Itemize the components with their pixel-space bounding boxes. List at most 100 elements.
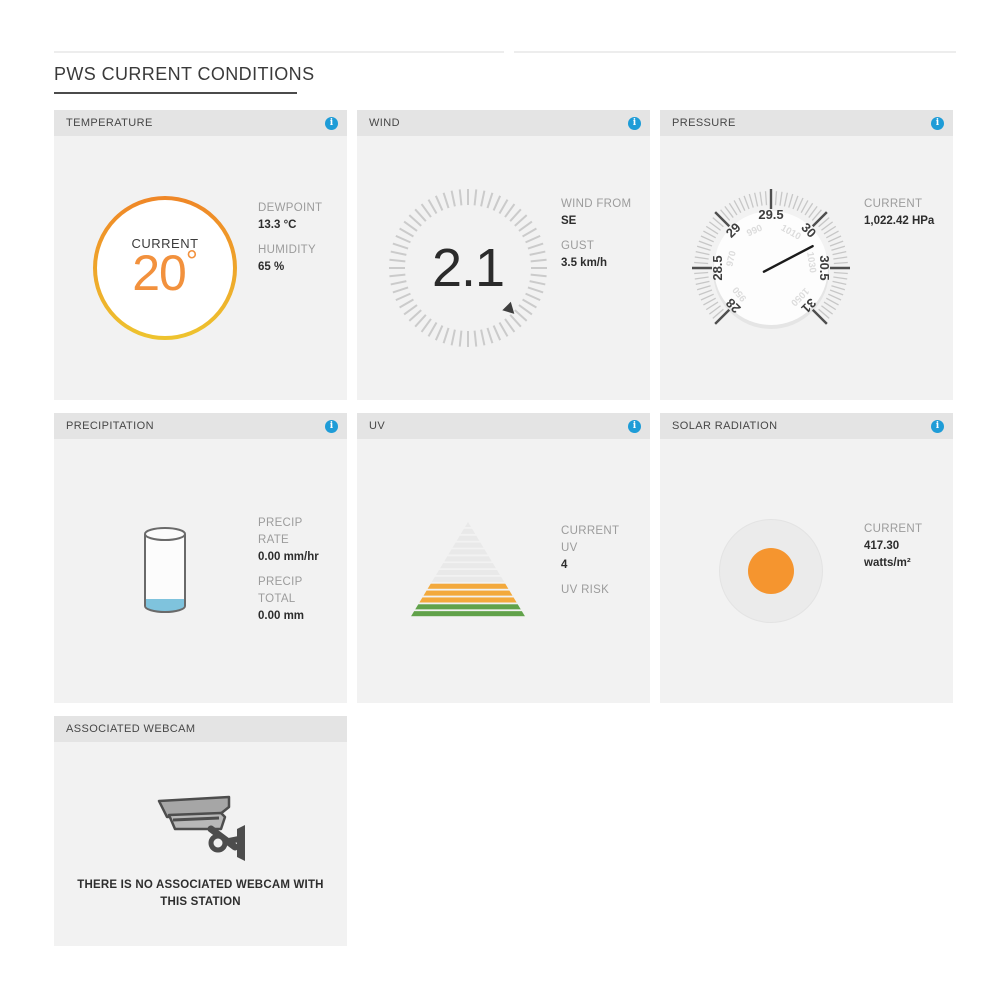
- temperature-card-body: CURRENT 20 ° DEWPOINT 13.3 °C: [54, 136, 347, 400]
- info-icon[interactable]: i: [628, 419, 641, 433]
- uv-card-title: UV: [369, 420, 386, 432]
- stat-label: PRECIP RATE: [258, 517, 303, 546]
- info-icon[interactable]: i: [325, 419, 338, 433]
- pressure-card-body: 950 970 990 1010 1030 1050 28 28.5 29 29.5 30 30.5 3…: [660, 136, 953, 400]
- uv-card: UV i CURRENT UV 4 UV RISK: [357, 413, 650, 703]
- wind-from-stat: WIND FROM SE: [561, 196, 653, 230]
- wind-speed-value: 2.1: [431, 238, 505, 298]
- temperature-circle-icon: [93, 196, 237, 340]
- stat-label: DEWPOINT: [258, 202, 323, 214]
- pressure-card-title: PRESSURE: [672, 117, 736, 129]
- top-divider-left: [54, 51, 504, 53]
- temperature-value: 20 °: [132, 245, 198, 301]
- temperature-circle-gauge: CURRENT 20 °: [90, 193, 240, 343]
- svg-text:29.5: 29.5: [758, 207, 783, 222]
- stat-label: HUMIDITY: [258, 244, 316, 256]
- precipitation-card-body: PRECIP RATE 0.00 mm/hr PRECIP TOTAL 0.00…: [54, 439, 347, 703]
- stat-value: 1,022.42 HPa: [864, 215, 935, 227]
- svg-text:30.5: 30.5: [817, 255, 832, 280]
- svg-text:28.5: 28.5: [710, 255, 725, 280]
- webcam-content: THERE IS NO ASSOCIATED WEBCAM WITH THIS …: [54, 742, 347, 946]
- solar-card-body: CURRENT 417.30 watts/m²: [660, 439, 953, 703]
- temperature-readout: CURRENT 20 °: [90, 193, 240, 343]
- stat-label: UV RISK: [561, 584, 610, 596]
- cards-grid: TEMPERATURE i: [54, 110, 953, 946]
- stat-value: 417.30 watts/m²: [864, 540, 911, 569]
- uv-info-column: CURRENT UV 4 UV RISK: [561, 523, 653, 607]
- precipitation-info-column: PRECIP RATE 0.00 mm/hr PRECIP TOTAL 0.00…: [258, 515, 350, 633]
- wind-dial-gauge: 2.1: [383, 183, 553, 353]
- precipitation-card: PRECIPITATION i PRECIP RATE 0.00 mm/hr: [54, 413, 347, 703]
- stat-label: GUST: [561, 240, 595, 252]
- gust-stat: GUST 3.5 km/h: [561, 238, 653, 272]
- temperature-info-column: DEWPOINT 13.3 °C HUMIDITY 65 %: [258, 200, 350, 284]
- uv-pyramid-icon: [410, 522, 526, 617]
- pressure-info-column: CURRENT 1,022.42 HPa: [864, 196, 956, 238]
- temperature-card: TEMPERATURE i: [54, 110, 347, 400]
- wind-card-title: WIND: [369, 117, 400, 129]
- svg-text:1030: 1030: [804, 251, 818, 273]
- stat-label: CURRENT: [864, 198, 923, 210]
- stat-value: SE: [561, 215, 577, 227]
- sun-icon: [719, 519, 823, 623]
- page-title: PWS CURRENT CONDITIONS: [54, 64, 314, 94]
- webcam-icon: [157, 795, 245, 861]
- stat-value: 4: [561, 559, 568, 571]
- temperature-current-label: CURRENT: [131, 235, 199, 251]
- stat-value: 3.5 km/h: [561, 257, 608, 269]
- rain-gauge-icon: [144, 527, 186, 613]
- info-icon[interactable]: i: [931, 116, 944, 130]
- top-divider-right: [514, 51, 956, 53]
- pressure-gauge-zone: 950 970 990 1010 1030 1050 28 28.5 29 29.5 30 30.5 3…: [660, 136, 882, 400]
- pressure-card: PRESSURE i 950 970 990 1010 1030 1050 28 28.5 29…: [660, 110, 953, 400]
- svg-text:970: 970: [724, 250, 738, 268]
- uv-card-body: CURRENT UV 4 UV RISK: [357, 439, 650, 703]
- stat-label: CURRENT: [864, 523, 923, 535]
- info-icon[interactable]: i: [325, 116, 338, 130]
- webcam-card-header: ASSOCIATED WEBCAM: [54, 716, 347, 742]
- info-icon[interactable]: i: [628, 116, 641, 130]
- temperature-card-header: TEMPERATURE i: [54, 110, 347, 136]
- sun-core-icon: [748, 548, 794, 594]
- webcam-card-body: THERE IS NO ASSOCIATED WEBCAM WITH THIS …: [54, 742, 347, 946]
- stat-label: CURRENT UV: [561, 525, 620, 554]
- no-webcam-message: THERE IS NO ASSOCIATED WEBCAM WITH THIS …: [77, 879, 324, 908]
- solar-card-title: SOLAR RADIATION: [672, 420, 778, 432]
- uv-card-header: UV i: [357, 413, 650, 439]
- precip-rate-stat: PRECIP RATE 0.00 mm/hr: [258, 515, 350, 566]
- info-icon[interactable]: i: [931, 419, 944, 433]
- wind-gauge-zone: 2.1: [357, 136, 579, 400]
- stat-value: 0.00 mm/hr: [258, 551, 319, 563]
- uv-gauge-zone: [357, 439, 579, 703]
- uv-risk-stat: UV RISK: [561, 582, 653, 599]
- solar-current-stat: CURRENT 417.30 watts/m²: [864, 521, 956, 572]
- precip-total-stat: PRECIP TOTAL 0.00 mm: [258, 574, 350, 625]
- associated-webcam-card: ASSOCIATED WEBCAM THERE IS NO ASSOCIATED…: [54, 716, 347, 946]
- solar-gauge-zone: [660, 439, 882, 703]
- webcam-card-title: ASSOCIATED WEBCAM: [66, 723, 196, 735]
- stat-label: WIND FROM: [561, 198, 632, 210]
- degree-symbol: °: [185, 244, 198, 278]
- stat-value: 65 %: [258, 261, 285, 273]
- current-uv-stat: CURRENT UV 4: [561, 523, 653, 574]
- solar-card-header: SOLAR RADIATION i: [660, 413, 953, 439]
- temperature-gauge-zone: CURRENT 20 °: [54, 136, 276, 400]
- stat-value: 0.00 mm: [258, 610, 305, 622]
- precipitation-card-title: PRECIPITATION: [66, 420, 154, 432]
- wind-info-column: WIND FROM SE GUST 3.5 km/h: [561, 196, 653, 280]
- temperature-number: 20: [132, 244, 187, 301]
- stat-value: 13.3 °C: [258, 219, 297, 231]
- solar-info-column: CURRENT 417.30 watts/m²: [864, 521, 956, 580]
- stat-label: PRECIP TOTAL: [258, 576, 303, 605]
- wind-card-body: 2.1 WIND FROM SE GUST 3.5 km/h: [357, 136, 650, 400]
- dewpoint-stat: DEWPOINT 13.3 °C: [258, 200, 350, 234]
- wind-card: WIND i 2.1 WIND FROM SE GUST: [357, 110, 650, 400]
- humidity-stat: HUMIDITY 65 %: [258, 242, 350, 276]
- pressure-current-stat: CURRENT 1,022.42 HPa: [864, 196, 956, 230]
- precipitation-card-header: PRECIPITATION i: [54, 413, 347, 439]
- solar-radiation-card: SOLAR RADIATION i CURRENT 417.30 watts/m…: [660, 413, 953, 703]
- pressure-card-header: PRESSURE i: [660, 110, 953, 136]
- precipitation-gauge-zone: [54, 439, 276, 703]
